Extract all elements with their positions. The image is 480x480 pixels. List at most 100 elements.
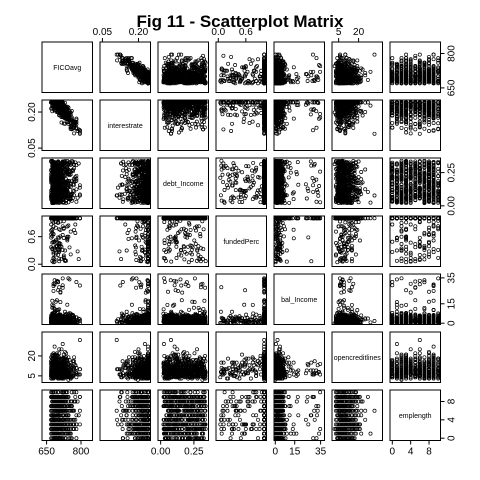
data-point [193,109,198,114]
data-point [390,74,395,79]
data-point [256,81,260,86]
data-point [363,73,368,78]
data-point [132,66,137,71]
data-point [174,109,179,114]
data-point [202,105,207,110]
data-point [427,57,431,62]
data-point [225,68,229,73]
data-point [417,52,422,57]
data-point [404,72,409,77]
data-point [242,73,247,78]
data-point [311,52,315,57]
points-group [218,52,267,86]
data-point [163,116,168,121]
panel-interestrate-vs-fundedPerc [215,99,267,151]
data-point [194,66,199,71]
data-point [228,73,233,78]
data-point [174,66,179,71]
data-point [349,71,354,75]
data-point [202,69,207,74]
data-point [221,73,226,78]
data-point [431,57,436,62]
data-point [355,68,360,73]
panel-FICOavg-vs-FICOavg: FICOavg [41,41,93,93]
data-point [317,63,322,67]
data-point [258,76,263,81]
data-point [314,74,319,79]
data-point [417,66,422,71]
data-point [413,66,418,71]
data-point [190,61,194,66]
data-point [340,74,345,79]
data-point [174,115,178,120]
data-point [125,68,129,73]
data-point [226,61,231,66]
data-point [372,52,377,57]
panel-FICOavg-vs-debt_Income [157,41,209,93]
data-point [219,80,224,85]
data-point [280,68,285,73]
data-point [294,72,299,77]
data-point [436,69,441,74]
data-point [436,71,441,75]
data-point [256,123,260,128]
data-point [247,57,252,62]
data-point [190,81,195,86]
data-point [390,72,395,77]
data-point [240,109,245,114]
data-point [431,67,436,72]
data-point [176,130,181,135]
data-point [201,100,206,105]
data-point [413,74,418,79]
data-point [363,71,368,75]
data-point [262,63,267,67]
data-point [291,80,296,85]
data-point [408,66,413,71]
data-point [343,72,348,77]
data-point [137,60,142,65]
points-group [49,100,82,136]
data-point [255,64,259,69]
data-point [194,114,199,119]
data-point [185,81,190,86]
data-point [304,72,309,77]
data-point [353,79,358,83]
data-point [183,60,188,65]
data-point [193,63,198,67]
panel-FICOavg-vs-interestrate [99,41,151,93]
data-point [431,74,436,79]
data-point [189,115,194,120]
data-point [198,77,203,82]
data-point [200,58,204,63]
data-point [170,108,175,113]
data-point [413,79,418,83]
data-point [399,77,404,82]
data-point [66,120,71,125]
data-point [390,81,395,86]
data-point [176,52,181,57]
panel-interestrate-vs-debt_Income [157,99,209,151]
data-point [194,105,199,110]
data-point [237,73,242,78]
data-point [431,80,436,85]
data-point [169,126,174,131]
data-point [347,61,352,66]
data-point [177,111,182,116]
data-point [427,58,431,63]
data-point [67,109,72,114]
data-point [188,76,193,81]
data-point [196,58,201,63]
data-point [188,56,193,61]
data-point [250,80,255,85]
data-point [288,80,293,85]
data-point [170,123,175,128]
data-point [183,121,188,125]
data-point [399,65,404,70]
data-point [252,76,257,81]
data-point [61,108,66,113]
data-point [408,68,413,73]
data-point [355,58,360,63]
data-point [359,66,364,71]
data-point [196,122,201,127]
